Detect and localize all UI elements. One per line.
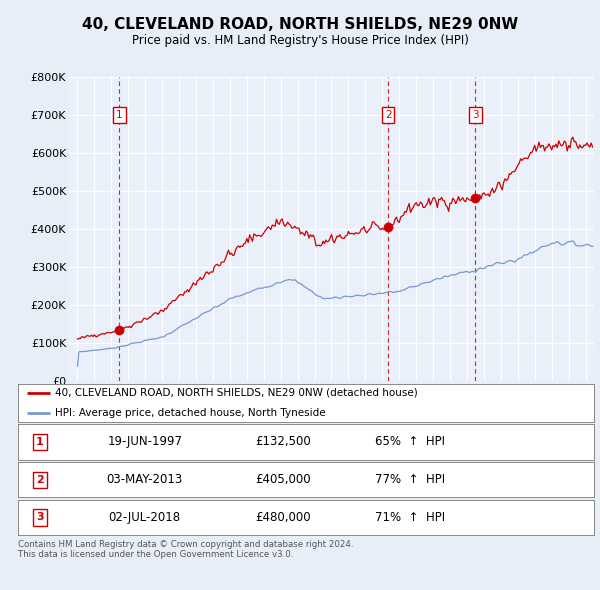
Text: 40, CLEVELAND ROAD, NORTH SHIELDS, NE29 0NW (detached house): 40, CLEVELAND ROAD, NORTH SHIELDS, NE29 … bbox=[55, 388, 418, 398]
Text: 2: 2 bbox=[36, 475, 44, 484]
Text: 3: 3 bbox=[472, 110, 479, 120]
Text: £405,000: £405,000 bbox=[255, 473, 311, 486]
Text: HPI: Average price, detached house, North Tyneside: HPI: Average price, detached house, Nort… bbox=[55, 408, 326, 418]
Text: 71%  ↑  HPI: 71% ↑ HPI bbox=[374, 511, 445, 524]
Text: 77%  ↑  HPI: 77% ↑ HPI bbox=[374, 473, 445, 486]
Text: 3: 3 bbox=[36, 513, 44, 522]
Text: 65%  ↑  HPI: 65% ↑ HPI bbox=[374, 435, 445, 448]
Text: Price paid vs. HM Land Registry's House Price Index (HPI): Price paid vs. HM Land Registry's House … bbox=[131, 34, 469, 47]
Text: 2: 2 bbox=[385, 110, 391, 120]
Text: 03-MAY-2013: 03-MAY-2013 bbox=[107, 473, 183, 486]
Text: 40, CLEVELAND ROAD, NORTH SHIELDS, NE29 0NW: 40, CLEVELAND ROAD, NORTH SHIELDS, NE29 … bbox=[82, 17, 518, 31]
Text: 02-JUL-2018: 02-JUL-2018 bbox=[109, 511, 181, 524]
Text: £132,500: £132,500 bbox=[255, 435, 311, 448]
Text: 1: 1 bbox=[36, 437, 44, 447]
Text: 1: 1 bbox=[116, 110, 122, 120]
Text: £480,000: £480,000 bbox=[255, 511, 311, 524]
Text: 19-JUN-1997: 19-JUN-1997 bbox=[107, 435, 182, 448]
Text: Contains HM Land Registry data © Crown copyright and database right 2024.
This d: Contains HM Land Registry data © Crown c… bbox=[18, 540, 353, 559]
